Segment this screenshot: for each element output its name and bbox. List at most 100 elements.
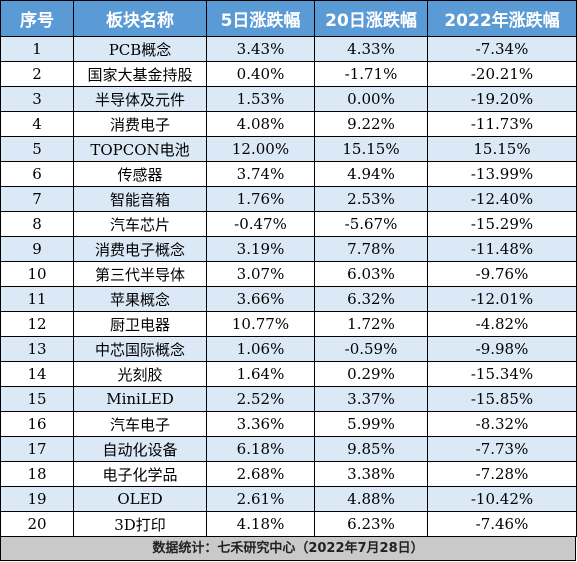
row-index-cell: 8 [0,211,74,237]
table-row: 14 光刻胶 1.64% 0.29% -15.34% [0,361,577,387]
table-header-row: 序号 板块名称 5日涨跌幅 20日涨跌幅 2022年涨跌幅 [0,0,577,37]
change-2022-cell: -10.42% [427,486,577,512]
table-row: 16 汽车电子 3.36% 5.99% -8.32% [0,411,577,437]
change-5d-cell: 2.61% [206,486,315,512]
change-2022-cell: -7.34% [427,36,577,62]
row-index-cell: 1 [0,36,74,62]
sector-name-cell: 国家大基金持股 [73,61,207,87]
row-index-cell: 5 [0,136,74,162]
sector-name-cell: 传感器 [73,161,207,187]
change-5d-cell: 1.64% [206,361,315,387]
row-index-cell: 17 [0,436,74,462]
row-index-cell: 14 [0,361,74,387]
header-5d-change: 5日涨跌幅 [206,0,315,37]
change-5d-cell: 1.76% [206,186,315,212]
change-20d-cell: 0.29% [314,361,428,387]
sector-name-cell: MiniLED [73,386,207,412]
sector-name-cell: 3D打印 [73,511,207,537]
change-20d-cell: -1.71% [314,61,428,87]
header-20d-change: 20日涨跌幅 [314,0,428,37]
row-index-cell: 18 [0,461,74,487]
change-5d-cell: -0.47% [206,211,315,237]
header-index: 序号 [0,0,74,37]
change-20d-cell: 3.37% [314,386,428,412]
table-body: 1 PCB概念 3.43% 4.33% -7.34% 2 国家大基金持股 0.40% -1.71… [0,36,577,537]
change-20d-cell: 3.38% [314,461,428,487]
change-5d-cell: 3.36% [206,411,315,437]
change-20d-cell: 4.88% [314,486,428,512]
sector-name-cell: 智能音箱 [73,186,207,212]
table-row: 11 苹果概念 3.66% 6.32% -12.01% [0,286,577,312]
table-row: 19 OLED 2.61% 4.88% -10.42% [0,486,577,512]
sector-name-cell: 消费电子概念 [73,236,207,262]
row-index-cell: 3 [0,86,74,112]
change-2022-cell: -19.20% [427,86,577,112]
header-sector-name: 板块名称 [73,0,207,37]
change-2022-cell: -15.34% [427,361,577,387]
table-row: 15 MiniLED 2.52% 3.37% -15.85% [0,386,577,412]
change-2022-cell: -4.82% [427,311,577,337]
change-2022-cell: -7.73% [427,436,577,462]
row-index-cell: 7 [0,186,74,212]
source-footer: 数据统计：七禾研究中心（2022年7月28日） [0,537,576,561]
table-row: 13 中芯国际概念 1.06% -0.59% -9.98% [0,336,577,362]
sector-name-cell: PCB概念 [73,36,207,62]
change-20d-cell: 5.99% [314,411,428,437]
sector-name-cell: 苹果概念 [73,286,207,312]
sector-name-cell: 自动化设备 [73,436,207,462]
table-row: 6 传感器 3.74% 4.94% -13.99% [0,161,577,187]
sector-name-cell: 第三代半导体 [73,261,207,287]
sector-performance-table: 序号 板块名称 5日涨跌幅 20日涨跌幅 2022年涨跌幅 1 PCB概念 3.43… [0,0,577,537]
table-row: 8 汽车芯片 -0.47% -5.67% -15.29% [0,211,577,237]
change-20d-cell: 0.00% [314,86,428,112]
change-20d-cell: 9.22% [314,111,428,137]
table-row: 10 第三代半导体 3.07% 6.03% -9.76% [0,261,577,287]
change-2022-cell: -11.73% [427,111,577,137]
change-5d-cell: 1.53% [206,86,315,112]
sector-name-cell: 中芯国际概念 [73,336,207,362]
change-20d-cell: 2.53% [314,186,428,212]
sector-name-cell: TOPCON电池 [73,136,207,162]
sector-name-cell: 消费电子 [73,111,207,137]
sector-name-cell: 半导体及元件 [73,86,207,112]
change-5d-cell: 1.06% [206,336,315,362]
row-index-cell: 11 [0,286,74,312]
table-row: 9 消费电子概念 3.19% 7.78% -11.48% [0,236,577,262]
change-2022-cell: -12.40% [427,186,577,212]
change-5d-cell: 4.18% [206,511,315,537]
row-index-cell: 20 [0,511,74,537]
row-index-cell: 10 [0,261,74,287]
table-row: 12 厨卫电器 10.77% 1.72% -4.82% [0,311,577,337]
change-5d-cell: 3.74% [206,161,315,187]
change-20d-cell: 6.23% [314,511,428,537]
change-2022-cell: -8.32% [427,411,577,437]
sector-name-cell: 汽车芯片 [73,211,207,237]
sector-name-cell: 光刻胶 [73,361,207,387]
change-2022-cell: -12.01% [427,286,577,312]
change-20d-cell: 1.72% [314,311,428,337]
sector-name-cell: OLED [73,486,207,512]
change-20d-cell: -0.59% [314,336,428,362]
table-row: 3 半导体及元件 1.53% 0.00% -19.20% [0,86,577,112]
row-index-cell: 16 [0,411,74,437]
row-index-cell: 4 [0,111,74,137]
change-5d-cell: 6.18% [206,436,315,462]
row-index-cell: 13 [0,336,74,362]
sector-name-cell: 电子化学品 [73,461,207,487]
change-2022-cell: -15.85% [427,386,577,412]
change-20d-cell: 7.78% [314,236,428,262]
change-20d-cell: 6.03% [314,261,428,287]
table-row: 18 电子化学品 2.68% 3.38% -7.28% [0,461,577,487]
change-20d-cell: 9.85% [314,436,428,462]
change-20d-cell: 4.33% [314,36,428,62]
change-5d-cell: 0.40% [206,61,315,87]
table-row: 5 TOPCON电池 12.00% 15.15% 15.15% [0,136,577,162]
change-5d-cell: 10.77% [206,311,315,337]
change-5d-cell: 3.19% [206,236,315,262]
row-index-cell: 12 [0,311,74,337]
row-index-cell: 6 [0,161,74,187]
change-5d-cell: 2.68% [206,461,315,487]
table-row: 17 自动化设备 6.18% 9.85% -7.73% [0,436,577,462]
change-20d-cell: 6.32% [314,286,428,312]
